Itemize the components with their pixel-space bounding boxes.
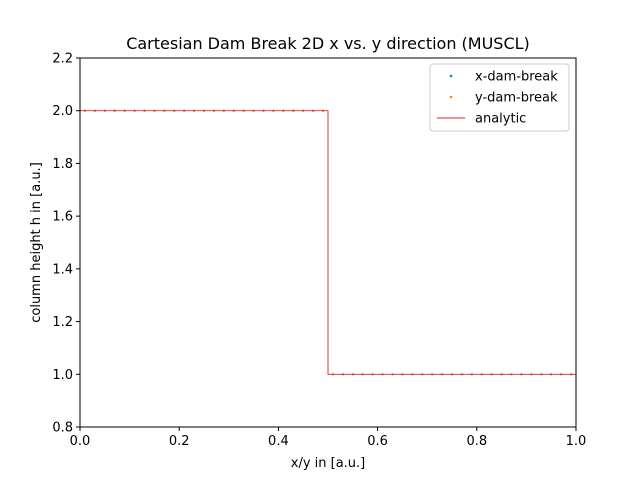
x-tick-label: 0.4 — [268, 434, 289, 449]
x-tick-label: 0.2 — [169, 434, 190, 449]
legend-label: x-dam-break — [475, 70, 558, 85]
y-axis-label: column height h in [a.u.] — [29, 162, 44, 323]
legend-item-analytic: analytic — [437, 112, 526, 127]
series-layer — [80, 109, 576, 376]
legend-item-y-dam-break: y-dam-break — [449, 91, 558, 106]
x-tick-label: 1.0 — [566, 434, 587, 449]
y-axis: 0.8 1.0 1.2 1.4 1.6 1.8 2.0 2.2 — [52, 52, 80, 436]
legend-swatch — [449, 95, 453, 99]
y-tick-label: 2.2 — [52, 52, 73, 67]
legend-item-x-dam-break: x-dam-break — [449, 70, 558, 85]
y-tick-label: 1.8 — [52, 157, 73, 172]
y-tick-label: 1.4 — [52, 262, 73, 277]
legend-label: y-dam-break — [475, 91, 558, 106]
x-tick-label: 0.0 — [70, 434, 91, 449]
series-analytic — [80, 110, 576, 375]
y-tick-label: 2.0 — [52, 104, 73, 119]
x-axis-label: x/y in [a.u.] — [291, 456, 366, 471]
legend-box — [429, 63, 570, 132]
y-tick-label: 1.2 — [52, 315, 73, 330]
analytic-line — [80, 110, 576, 375]
legend-label: analytic — [475, 112, 526, 127]
y-tick-label: 1.0 — [52, 368, 73, 383]
x-tick-label: 0.6 — [367, 434, 388, 449]
y-tick-label: 1.6 — [52, 210, 73, 225]
x-axis: 0.0 0.2 0.4 0.6 0.8 1.0 — [70, 427, 587, 449]
plot-frame — [79, 57, 577, 428]
legend-swatch — [449, 74, 453, 78]
chart-title: Cartesian Dam Break 2D x vs. y direction… — [126, 34, 530, 53]
legend: x-dam-break y-dam-break analytic — [429, 63, 570, 132]
y-tick-label: 0.8 — [52, 421, 73, 436]
x-tick-label: 0.8 — [466, 434, 487, 449]
